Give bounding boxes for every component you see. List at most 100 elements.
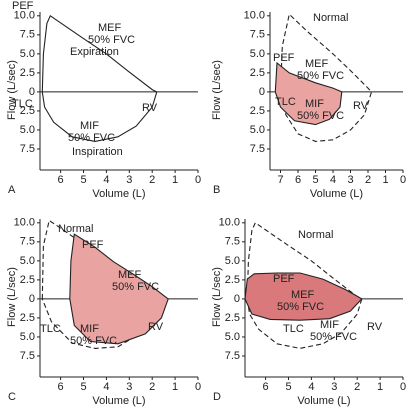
x-tick-label: 2: [149, 381, 155, 393]
annotation: RV: [353, 100, 369, 112]
x-axis-label: Volume (L): [310, 188, 363, 200]
y-tick-label: 5.0: [250, 48, 265, 60]
y-axis-label: Flow (L/sec): [211, 267, 223, 327]
x-axis-label: Volume (L): [92, 188, 145, 200]
annotation: Inspiration: [72, 146, 123, 158]
x-tick-label: 6: [263, 381, 269, 393]
x-tick-label: 0: [400, 381, 406, 393]
y-tick-label: 7.5: [20, 143, 35, 155]
annotation: 50% FVC: [310, 331, 357, 343]
x-tick-label: 1: [377, 381, 383, 393]
loop: [69, 233, 169, 345]
y-tick-label: 7.5: [20, 350, 35, 362]
x-tick-label: 0: [195, 381, 201, 393]
annotation: MIF: [320, 319, 339, 331]
x-tick-label: 5: [285, 381, 291, 393]
annotation: PEF: [82, 239, 104, 251]
annotation: PEF: [273, 52, 295, 64]
y-axis-label: Flow (L/sec): [211, 60, 223, 120]
x-tick-label: 6: [295, 174, 301, 186]
y-axis-label: Flow (L/sec): [6, 267, 18, 327]
annotation: RV: [367, 321, 383, 333]
x-tick-label: 2: [149, 174, 155, 186]
y-tick-label: 2.5: [20, 274, 35, 286]
x-tick-label: 1: [382, 174, 388, 186]
x-tick-label: 0: [195, 174, 201, 186]
annotation: MIF: [305, 98, 324, 110]
y-tick-label: 0: [259, 86, 265, 98]
y-tick-label: 2.5: [225, 312, 240, 324]
annotation: TLC: [12, 98, 33, 110]
x-tick-label: 0: [400, 174, 406, 186]
x-tick-label: 6: [58, 174, 64, 186]
panel-label: D: [213, 391, 221, 403]
annotation: 50% FVC: [297, 110, 344, 122]
panel-label: C: [8, 391, 16, 403]
y-tick-label: 7.5: [20, 236, 35, 248]
annotation: TLC: [40, 323, 61, 335]
x-axis-label: Volume (L): [297, 395, 350, 407]
y-axis-label: Flow (L/sec): [6, 60, 18, 120]
x-tick-label: 3: [126, 381, 132, 393]
annotation: MEF: [98, 22, 122, 34]
x-tick-label: 5: [80, 174, 86, 186]
x-tick-label: 4: [330, 174, 336, 186]
y-tick-label: 5.0: [20, 331, 35, 343]
annotation: MEF: [291, 289, 315, 301]
x-tick-label: 5: [80, 381, 86, 393]
normal-loop: [41, 219, 158, 349]
y-tick-label: 2.5: [250, 67, 265, 79]
loop: [41, 14, 158, 142]
y-tick-label: 7.5: [250, 143, 265, 155]
y-tick-label: 5.0: [225, 331, 240, 343]
annotation: Normal: [298, 229, 333, 241]
annotation: 50% FVC: [88, 34, 135, 46]
annotation: TLC: [283, 323, 304, 335]
annotation: PEF: [12, 0, 34, 12]
x-axis-label: Volume (L): [92, 395, 145, 407]
x-tick-label: 1: [172, 381, 178, 393]
y-tick-label: 0: [29, 86, 35, 98]
loop: [244, 272, 363, 321]
y-tick-label: 5.0: [250, 124, 265, 136]
x-tick-label: 5: [312, 174, 318, 186]
y-tick-label: 7.5: [225, 236, 240, 248]
y-tick-label: 2.5: [250, 105, 265, 117]
annotation: 50% FVC: [68, 132, 115, 144]
y-tick-label: 10.0: [244, 10, 265, 22]
annotation: 50% FVC: [112, 281, 159, 293]
y-tick-label: 2.5: [20, 312, 35, 324]
annotation: MIF: [80, 323, 99, 335]
x-tick-label: 3: [331, 381, 337, 393]
y-tick-label: 0: [234, 293, 240, 305]
x-tick-label: 2: [365, 174, 371, 186]
y-tick-label: 7.5: [20, 29, 35, 41]
x-tick-label: 3: [126, 174, 132, 186]
x-tick-label: 3: [347, 174, 353, 186]
x-tick-label: 4: [308, 381, 314, 393]
annotation: MIF: [80, 120, 99, 132]
panel-label: B: [213, 184, 220, 196]
loop: [274, 61, 343, 126]
x-tick-label: 7: [277, 174, 283, 186]
y-tick-label: 5.0: [20, 124, 35, 136]
y-tick-label: 0: [29, 293, 35, 305]
x-tick-label: 6: [58, 381, 64, 393]
annotation: MEF: [305, 58, 329, 70]
y-tick-label: 5.0: [20, 255, 35, 267]
annotation: RV: [148, 321, 164, 333]
annotation: Normal: [58, 223, 93, 235]
x-tick-label: 1: [172, 174, 178, 186]
panel-label: A: [8, 184, 16, 196]
y-tick-label: 2.5: [225, 274, 240, 286]
annotation: 50% FVC: [297, 70, 344, 82]
x-tick-label: 2: [354, 381, 360, 393]
y-tick-label: 10.0: [219, 217, 240, 229]
x-tick-label: 4: [103, 174, 109, 186]
y-tick-label: 5.0: [225, 255, 240, 267]
y-tick-label: 5.0: [20, 48, 35, 60]
y-tick-label: 10.0: [14, 10, 35, 22]
y-tick-label: 7.5: [250, 29, 265, 41]
annotation: 50% FVC: [70, 335, 117, 347]
